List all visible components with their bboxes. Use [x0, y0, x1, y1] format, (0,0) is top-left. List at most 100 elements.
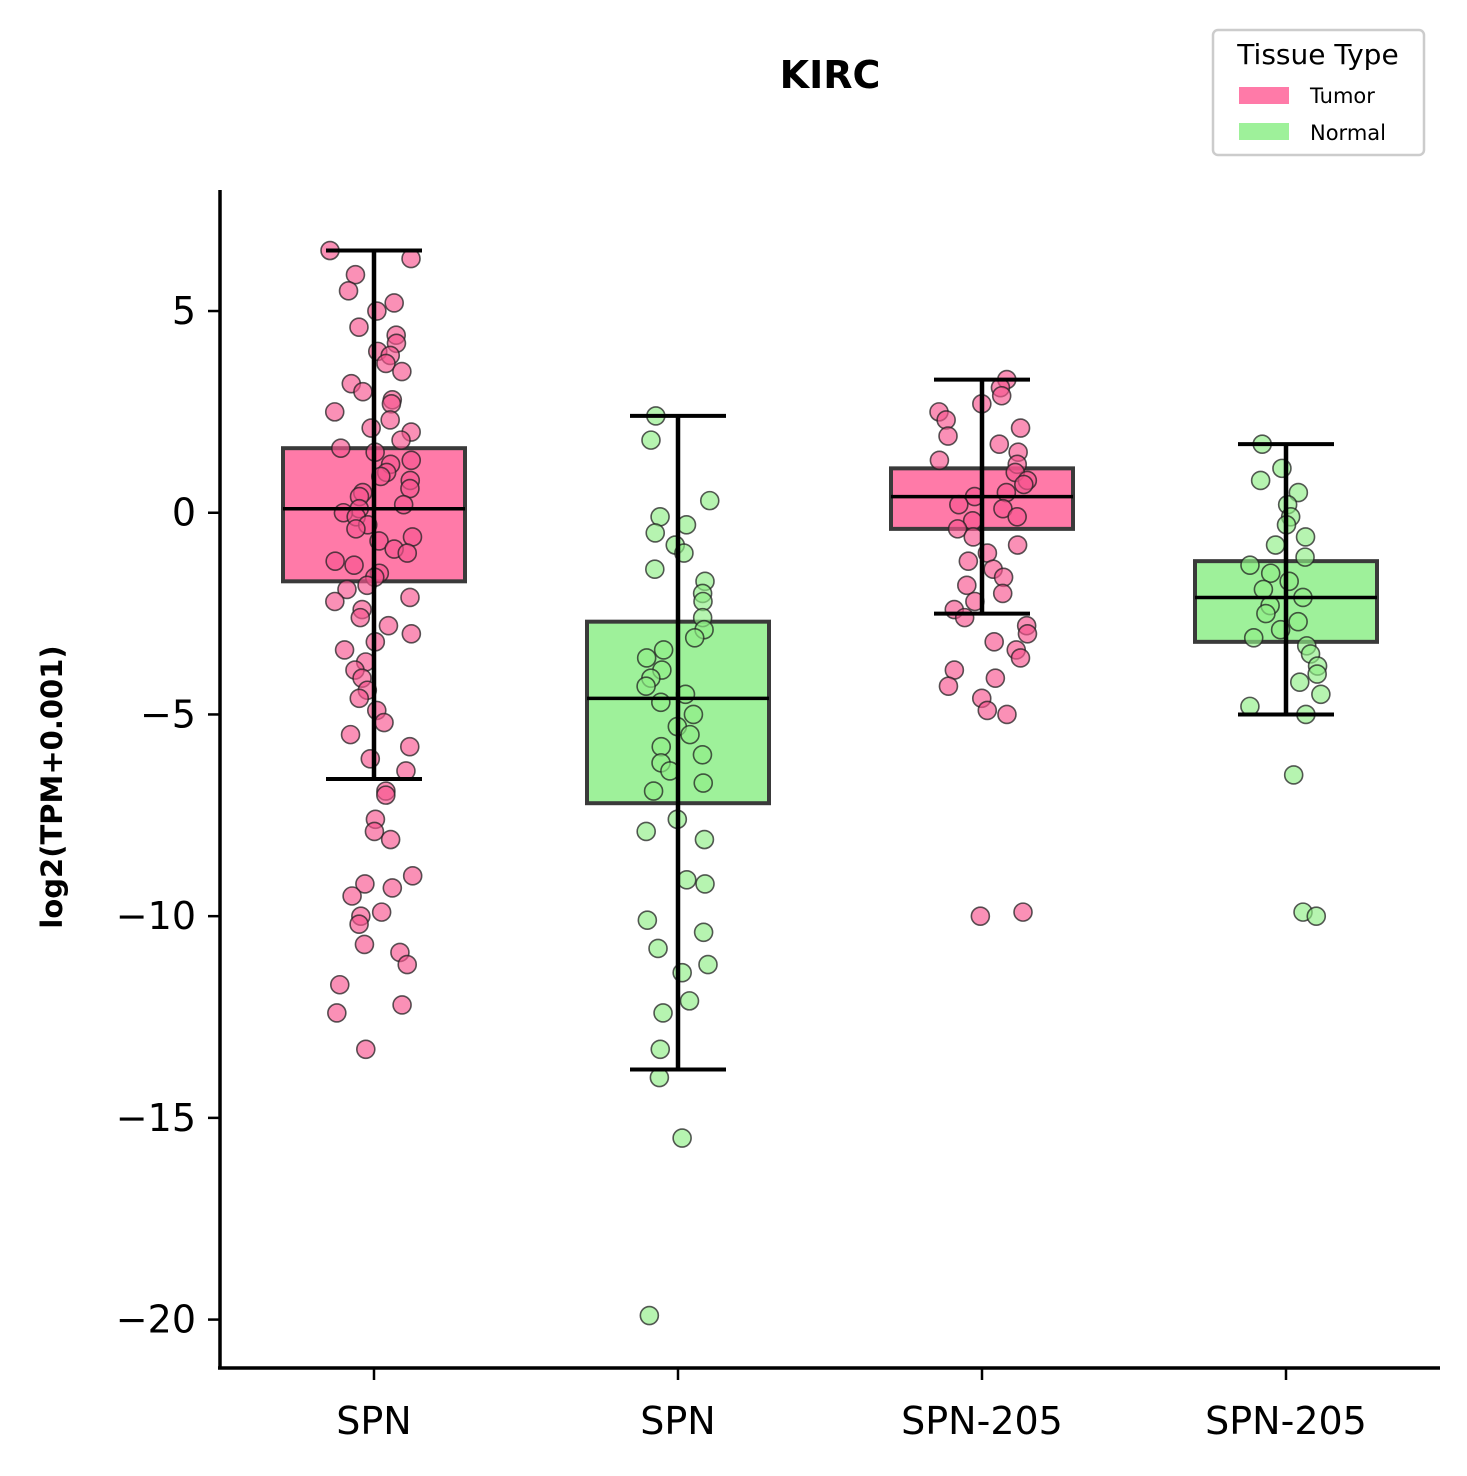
- data-point: [672, 1128, 692, 1148]
- data-point: [693, 591, 713, 612]
- y-tick-label: −5: [140, 692, 196, 736]
- data-point: [653, 640, 674, 660]
- data-point: [367, 301, 387, 321]
- data-point: [400, 587, 420, 608]
- data-point: [353, 381, 373, 402]
- data-point: [1010, 648, 1031, 668]
- data-point: [683, 704, 704, 725]
- data-point: [401, 623, 422, 644]
- data-point: [1017, 623, 1038, 644]
- data-point: [360, 749, 381, 769]
- data-point: [392, 995, 412, 1015]
- x-tick-label: SPN-205: [1205, 1399, 1367, 1443]
- legend-label-normal: Normal: [1310, 121, 1386, 145]
- data-point: [397, 543, 418, 563]
- data-point: [977, 700, 998, 721]
- data-point: [1295, 547, 1315, 567]
- data-point: [402, 866, 423, 886]
- data-point: [1307, 664, 1327, 684]
- data-point: [636, 676, 656, 697]
- data-point: [393, 494, 414, 515]
- data-point: [1279, 571, 1299, 592]
- data-point: [1295, 527, 1316, 547]
- data-point: [650, 1039, 671, 1060]
- data-point: [329, 974, 350, 995]
- data-point: [1243, 628, 1264, 648]
- points: [929, 369, 1038, 926]
- legend-swatch-normal: [1239, 123, 1289, 140]
- data-point: [349, 688, 370, 709]
- data-point: [1289, 672, 1310, 692]
- data-point: [371, 902, 392, 922]
- data-point: [376, 785, 396, 805]
- data-point: [693, 773, 714, 793]
- x-tick-label: SPN: [336, 1399, 411, 1443]
- data-point: [645, 559, 665, 580]
- data-point: [338, 281, 359, 301]
- data-point: [984, 632, 1004, 652]
- data-point: [1283, 765, 1304, 785]
- data-point: [695, 874, 715, 894]
- data-point: [342, 886, 362, 906]
- data-point: [349, 317, 369, 337]
- data-point: [992, 583, 1013, 604]
- data-point: [949, 494, 969, 515]
- data-point: [397, 954, 418, 975]
- y-tick-label: −20: [116, 1298, 196, 1342]
- data-point: [346, 519, 366, 539]
- data-point: [399, 736, 420, 757]
- data-point: [1013, 902, 1033, 922]
- data-point: [355, 1039, 376, 1060]
- data-point: [954, 607, 975, 628]
- data-point: [331, 438, 351, 458]
- x-tick-label: SPN-205: [901, 1399, 1063, 1443]
- data-point: [636, 821, 656, 842]
- data-point: [392, 361, 412, 382]
- data-point: [1265, 535, 1286, 555]
- data-point: [957, 575, 977, 596]
- data-point: [364, 821, 385, 842]
- data-point: [958, 551, 979, 571]
- data-point: [694, 829, 715, 850]
- data-point: [325, 591, 345, 612]
- data-point: [970, 906, 991, 926]
- y-axis-label: log2(TPM+0.001): [35, 645, 69, 928]
- data-point: [996, 482, 1017, 503]
- points: [1240, 434, 1331, 926]
- data-point: [699, 490, 720, 511]
- data-point: [400, 478, 420, 499]
- box-group-tumor-1: [281, 240, 467, 1060]
- data-point: [938, 676, 959, 697]
- y-tick-label: −15: [116, 1096, 196, 1140]
- data-point: [349, 914, 369, 935]
- box-group-normal-2: [585, 406, 771, 1326]
- data-point: [334, 640, 355, 660]
- data-point: [1010, 418, 1031, 438]
- data-point: [1306, 906, 1327, 926]
- data-point: [345, 264, 366, 285]
- data-point: [402, 527, 423, 547]
- y-ticks: 5 0 −5 −10 −15 −20: [116, 289, 220, 1342]
- data-point: [938, 426, 958, 446]
- data-point: [350, 607, 371, 628]
- data-point: [645, 523, 666, 543]
- data-point: [1288, 482, 1309, 503]
- data-point: [1013, 474, 1034, 495]
- data-point: [989, 434, 1010, 454]
- data-point: [324, 402, 345, 422]
- data-point: [676, 870, 697, 890]
- points: [320, 240, 423, 1060]
- data-point: [985, 668, 1006, 688]
- data-point: [643, 781, 664, 801]
- data-point: [692, 744, 713, 765]
- data-point: [355, 874, 375, 894]
- data-point: [344, 555, 364, 575]
- data-point: [374, 712, 394, 733]
- data-point: [680, 724, 700, 745]
- data-point: [361, 418, 381, 438]
- data-point: [936, 410, 956, 430]
- x-tick-label: SPN: [640, 1399, 715, 1443]
- data-point: [1007, 506, 1027, 527]
- data-point: [679, 991, 700, 1011]
- data-point: [1250, 470, 1271, 491]
